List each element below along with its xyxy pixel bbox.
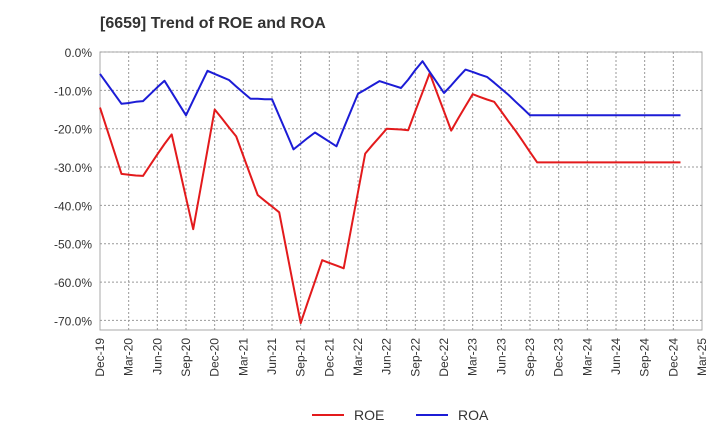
x-tick-label: Jun-21: [265, 338, 279, 375]
x-tick-label: Sep-22: [408, 338, 422, 377]
y-tick-label: -30.0%: [54, 161, 92, 175]
x-tick-label: Jun-20: [150, 338, 164, 375]
axis-layer: 0.0% -10.0% -20.0% -30.0% -40.0% -50.0% -60.0%…: [54, 46, 709, 377]
y-tick-label: -50.0%: [54, 238, 92, 252]
x-tick-label: Dec-19: [93, 338, 107, 377]
legend-label-roe: ROE: [354, 407, 384, 423]
x-tick-label: Mar-25: [695, 338, 709, 376]
y-tick-label: -20.0%: [54, 123, 92, 137]
plot-frame: [99, 51, 703, 331]
y-tick-label: -40.0%: [54, 199, 92, 213]
x-tick-label: Mar-21: [236, 338, 250, 376]
grid-layer: [99, 51, 703, 331]
x-tick-label: Dec-24: [666, 338, 680, 377]
x-tick-label: Sep-20: [179, 338, 193, 377]
legend-label-roa: ROA: [458, 407, 489, 423]
x-tick-label: Dec-20: [208, 338, 222, 377]
legend: ROE ROA: [312, 407, 489, 423]
x-tick-label: Mar-20: [122, 338, 136, 376]
x-tick-label: Mar-22: [351, 338, 365, 376]
series-line-roa: [99, 60, 681, 151]
x-tick-label: Jun-24: [609, 338, 623, 375]
y-tick-label: 0.0%: [65, 46, 93, 60]
x-tick-label: Jun-22: [380, 338, 394, 375]
x-tick-label: Sep-24: [638, 338, 652, 377]
y-tick-label: -70.0%: [54, 314, 92, 328]
y-tick-label: -60.0%: [54, 276, 92, 290]
x-tick-label: Mar-23: [466, 338, 480, 376]
x-tick-label: Dec-21: [322, 338, 336, 377]
x-tick-label: Jun-23: [494, 338, 508, 375]
series-line-roe: [99, 72, 681, 325]
y-tick-label: -10.0%: [54, 84, 92, 98]
x-tick-label: Sep-21: [294, 338, 308, 377]
series-layer: [99, 60, 681, 325]
x-tick-label: Dec-22: [437, 338, 451, 377]
x-tick-label: Dec-23: [552, 338, 566, 377]
x-tick-label: Sep-23: [523, 338, 537, 377]
chart-title: [6659] Trend of ROE and ROA: [100, 15, 326, 32]
x-tick-label: Mar-24: [580, 338, 594, 376]
